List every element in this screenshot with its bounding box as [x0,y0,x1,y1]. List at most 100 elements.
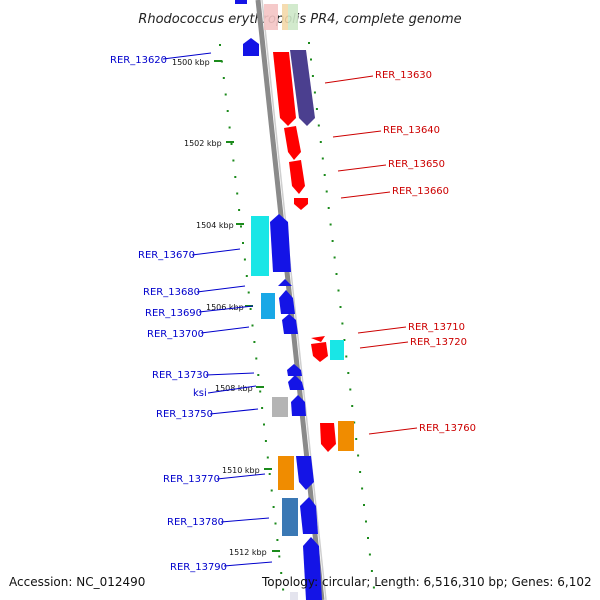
gene-label[interactable]: RER_13780 [167,517,224,528]
tick-dot [308,42,310,44]
gene-label[interactable]: RER_13710 [408,322,465,333]
left-gene-labels[interactable]: RER_13620 RER_13670 RER_13680 RER_13690 … [110,52,273,573]
tick-dot [357,454,360,457]
tick-dot [278,555,281,558]
gene-rer-13650[interactable] [289,160,305,194]
topology-label: Topology: circular; Length: 6,516,310 bp… [261,575,592,589]
gene-rer-13660[interactable] [294,198,308,210]
gene-rer-13710b[interactable] [311,342,328,362]
tick-dot [261,407,264,409]
tick-dot [370,570,373,572]
gene-rer-13680[interactable] [278,279,292,286]
gene-rer-13670-cyan[interactable] [251,216,269,276]
tick-dot [361,487,364,490]
tick-dot [270,489,273,492]
tick-dot [345,355,348,358]
tick-dot [359,471,362,473]
gene-label[interactable]: RER_13770 [163,474,220,485]
tick-dot [341,322,344,325]
gene-rer-13690[interactable] [279,290,295,314]
tick-dot [325,190,328,193]
gene-rer-13720[interactable] [330,340,344,360]
gene-gray[interactable] [272,397,288,417]
gene-rer-13640[interactable] [284,126,301,160]
tick-dot [327,207,330,209]
tick-dot [331,240,334,242]
tick-dot [317,124,320,127]
tick-dot [339,306,342,308]
gene-label[interactable]: RER_13670 [138,250,195,261]
gene-ksi[interactable] [288,375,304,390]
tick-dot [363,504,365,506]
tick-dot [349,388,352,391]
tick-dot [240,225,242,228]
gene-label[interactable]: RER_13660 [392,186,449,197]
tick-dot [234,176,237,178]
tick-dot [242,242,244,244]
tick-dot [321,157,324,160]
gene-rer-13770-orange[interactable] [278,456,294,490]
tick-dot [272,506,275,508]
gene-rer-13760[interactable] [320,423,336,452]
tick-dot [257,374,260,376]
kbp-tick-label: 1500 kbp [172,58,210,67]
tick-dot [219,44,221,46]
tick-dot [255,357,258,360]
gene-label[interactable]: RER_13640 [383,125,440,136]
gene-rer-13690-cyan[interactable] [261,293,275,319]
kbp-axis: 1500 kbp 1502 kbp 1504 kbp 1506 kbp 1508… [172,58,280,557]
tick-dot [353,421,356,424]
gene-rer-13710[interactable] [311,336,325,342]
gene-label[interactable]: RER_13760 [419,423,476,434]
gene-label[interactable]: RER_13690 [145,308,202,319]
tick-dot [264,440,267,442]
gene-label[interactable]: RER_13650 [388,159,445,170]
gene-purple[interactable] [290,50,315,126]
kbp-tick-label: 1512 kbp [229,548,267,557]
tick-dot [224,93,227,96]
right-gene-labels[interactable]: RER_13630 RER_13640 RER_13650 RER_13660 … [324,70,476,435]
gene-label[interactable]: RER_13680 [143,287,200,298]
tick-dot [236,192,239,195]
tick-dot [226,110,229,112]
gene-rer-13780[interactable] [300,497,318,534]
tick-dot [247,291,250,294]
gene-label[interactable]: RER_13750 [156,409,213,420]
gene-rer-13670[interactable] [270,214,291,272]
gene-features[interactable] [243,38,354,600]
gene-label[interactable]: RER_13630 [375,70,432,81]
gene-label[interactable]: ksi [193,388,207,399]
tick-dot [249,308,252,310]
tick-dot [319,141,322,143]
tick-dot [313,91,316,94]
gene-rer-13730[interactable] [287,364,302,376]
kbp-tick-label: 1508 kbp [215,384,253,393]
tick-dot [355,438,358,440]
gene-label[interactable]: RER_13790 [170,562,227,573]
gene-label[interactable]: RER_13720 [410,337,467,348]
gene-rer-13620[interactable] [243,38,259,56]
tick-dot [274,522,277,525]
tick-dot [232,159,235,162]
tick-dot [343,339,346,341]
gene-label[interactable]: RER_13700 [147,329,204,340]
gene-rer-13780-steel[interactable] [282,498,298,536]
tick-dot [367,537,369,539]
gene-rer-13630[interactable] [273,52,296,126]
gene-rer-13760-orange[interactable] [338,421,354,451]
tick-dot [245,275,248,277]
kbp-tick-label: 1502 kbp [184,139,222,148]
gene-label[interactable]: RER_13620 [110,55,167,66]
tick-dot [266,456,269,459]
kbp-tick-label: 1510 kbp [222,466,260,475]
gene-rer-13770[interactable] [296,456,314,490]
tick-dot [228,126,231,129]
tick-dot [243,258,246,261]
gene-rer-13750[interactable] [291,395,306,416]
gene-label[interactable]: RER_13730 [152,370,209,381]
gene-rer-13790[interactable] [303,537,322,600]
tick-dot [251,324,254,327]
tick-dot [230,143,233,145]
gene-rer-13700[interactable] [282,314,298,334]
